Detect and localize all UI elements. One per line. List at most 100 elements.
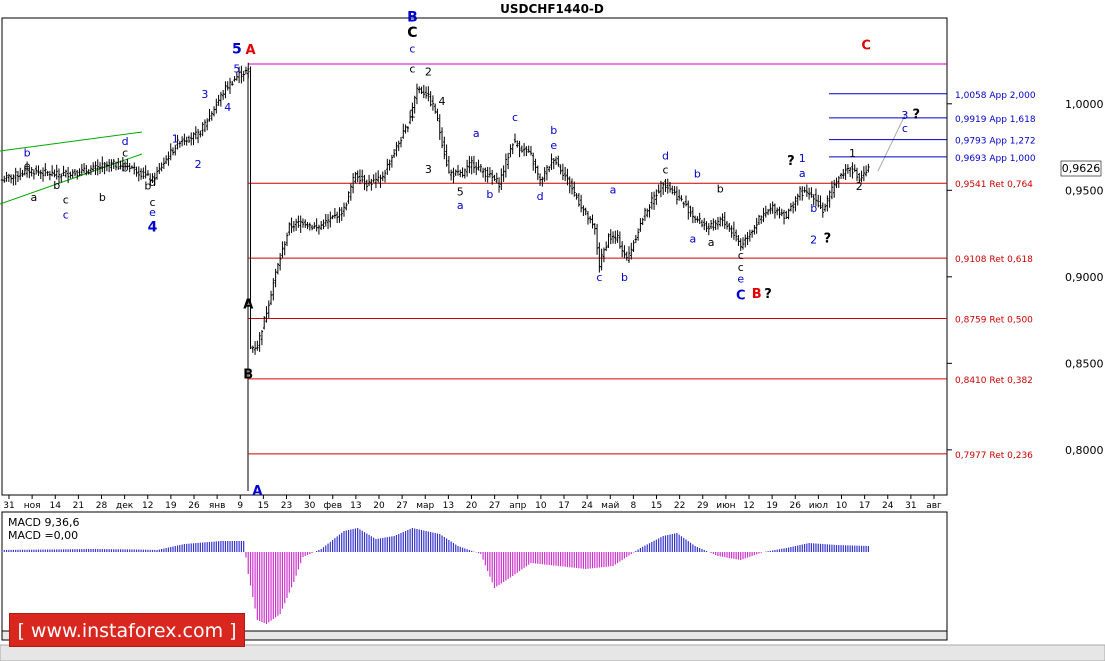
- time-tick-label: 19: [766, 501, 778, 511]
- time-tick-label: 24: [581, 501, 593, 511]
- time-tick-label: фев: [323, 501, 342, 511]
- time-tick-label: 23: [281, 501, 292, 511]
- wave-label: 5: [457, 186, 464, 199]
- wave-label: c: [902, 122, 908, 135]
- time-tick-label: 20: [466, 501, 478, 511]
- wave-label: d: [122, 135, 129, 148]
- wave-label: 5: [233, 63, 240, 76]
- wave-label: 2: [856, 180, 863, 193]
- time-tick-label: 21: [73, 501, 84, 511]
- wave-label: e: [550, 139, 557, 152]
- price-axis: 1,0000 0,9500 0,9000 0,8500 0,8000: [947, 98, 1104, 457]
- time-tick-label: 13: [350, 501, 361, 511]
- wave-label: c: [409, 62, 415, 75]
- wave-label: A: [252, 484, 262, 499]
- wave-label: B: [243, 367, 253, 382]
- wave-label: a: [473, 127, 480, 140]
- instaforex-watermark[interactable]: [ www.instaforex.com ]: [9, 613, 245, 647]
- wave-label: e: [737, 273, 744, 286]
- wave-label: B: [407, 10, 418, 26]
- time-tick-label: 10: [836, 501, 848, 511]
- price-candles: [0, 62, 870, 355]
- wave-label: c: [738, 249, 744, 262]
- wave-label: c: [662, 164, 668, 177]
- time-tick-label: 17: [558, 501, 569, 511]
- price-tick-label: 1,0000: [1065, 98, 1104, 111]
- time-tick-label: июл: [809, 501, 828, 511]
- wave-label: d: [662, 150, 669, 163]
- level-label: 0,9693 App 1,000: [955, 154, 1036, 164]
- time-tick-label: 27: [396, 501, 407, 511]
- wave-label: a: [708, 236, 715, 249]
- price-tick-label: 0,9000: [1065, 271, 1104, 284]
- wave-label: 4: [224, 101, 231, 114]
- price-tick-label: 0,8500: [1065, 357, 1104, 370]
- wave-label: c: [122, 147, 128, 160]
- time-tick-label: 15: [258, 501, 269, 511]
- wave-label: ?: [787, 154, 795, 169]
- wave-label: 3: [201, 88, 208, 101]
- wave-label: ?: [913, 108, 921, 123]
- wave-label: ?: [764, 287, 772, 302]
- wave-label: 1: [799, 152, 806, 165]
- wave-label: b: [53, 179, 60, 192]
- wave-label: 2: [195, 158, 202, 171]
- wave-label: b: [621, 271, 628, 284]
- time-tick-label: 28: [96, 501, 108, 511]
- wave-label: C: [736, 288, 746, 303]
- time-tick-label: май: [601, 501, 619, 511]
- wave-label: b: [717, 183, 724, 196]
- wave-label: 3: [901, 109, 908, 122]
- macd-legend-title: MACD 9,36,6: [8, 516, 79, 529]
- time-tick-label: 8: [631, 501, 637, 511]
- level-label: 0,7977 Ret 0,236: [955, 451, 1033, 461]
- wave-label: b: [550, 124, 557, 137]
- wave-label: b: [810, 202, 817, 215]
- wave-label: ?: [824, 232, 832, 247]
- time-tick-label: 24: [882, 501, 894, 511]
- wave-label: A: [245, 43, 255, 58]
- macd-histogram: [1, 528, 870, 624]
- level-label: 0,9919 App 1,618: [955, 115, 1036, 125]
- wedge-upper-line: [0, 131, 143, 152]
- wave-label: 1: [849, 147, 856, 160]
- level-label: 0,8759 Ret 0,500: [955, 316, 1033, 326]
- time-tick-label: 31: [3, 501, 14, 511]
- wave-label: d: [537, 190, 544, 203]
- wave-label: d: [149, 176, 156, 189]
- time-tick-label: 13: [443, 501, 454, 511]
- level-label: 0,9541 Ret 0,764: [955, 180, 1033, 190]
- wave-label: 2: [425, 66, 432, 79]
- watermark-text: [ www.instaforex.com ]: [17, 620, 237, 642]
- wave-label: C: [407, 25, 417, 41]
- wave-label: c: [63, 209, 69, 222]
- wave-label: B: [752, 287, 762, 302]
- time-tick-label: 26: [790, 501, 802, 511]
- chart-title: USDCHF1440-D: [500, 2, 604, 16]
- wave-label: b: [486, 188, 493, 201]
- macd-plot-frame: [1, 511, 948, 632]
- macd-legend-value: MACD =0,00: [8, 529, 78, 542]
- time-tick-label: 22: [674, 501, 685, 511]
- wave-label: a: [799, 167, 806, 180]
- horizontal-scrollbar[interactable]: [0, 644, 1105, 661]
- level-label: 0,9793 App 1,272: [955, 137, 1036, 147]
- time-tick-label: 20: [373, 501, 385, 511]
- time-tick-label: 31: [905, 501, 916, 511]
- level-label: 1,0058 App 2,000: [955, 91, 1036, 101]
- wave-label: 5: [232, 42, 242, 58]
- wave-label: 1: [409, 107, 416, 120]
- time-tick-label: 12: [743, 501, 754, 511]
- wave-label: c: [512, 111, 518, 124]
- time-tick-label: 26: [188, 501, 200, 511]
- level-label: 0,9108 Ret 0,618: [955, 255, 1033, 265]
- wave-label: 1: [172, 133, 179, 146]
- time-tick-label: 17: [859, 501, 870, 511]
- wave-label: 4: [439, 95, 446, 108]
- wave-label: c: [409, 42, 415, 55]
- fib-levels: 1,0058 App 2,000 0,9919 App 1,618 0,9793 A…: [248, 91, 1036, 461]
- wave-label: c: [596, 271, 602, 284]
- time-tick-label: дек: [116, 501, 134, 511]
